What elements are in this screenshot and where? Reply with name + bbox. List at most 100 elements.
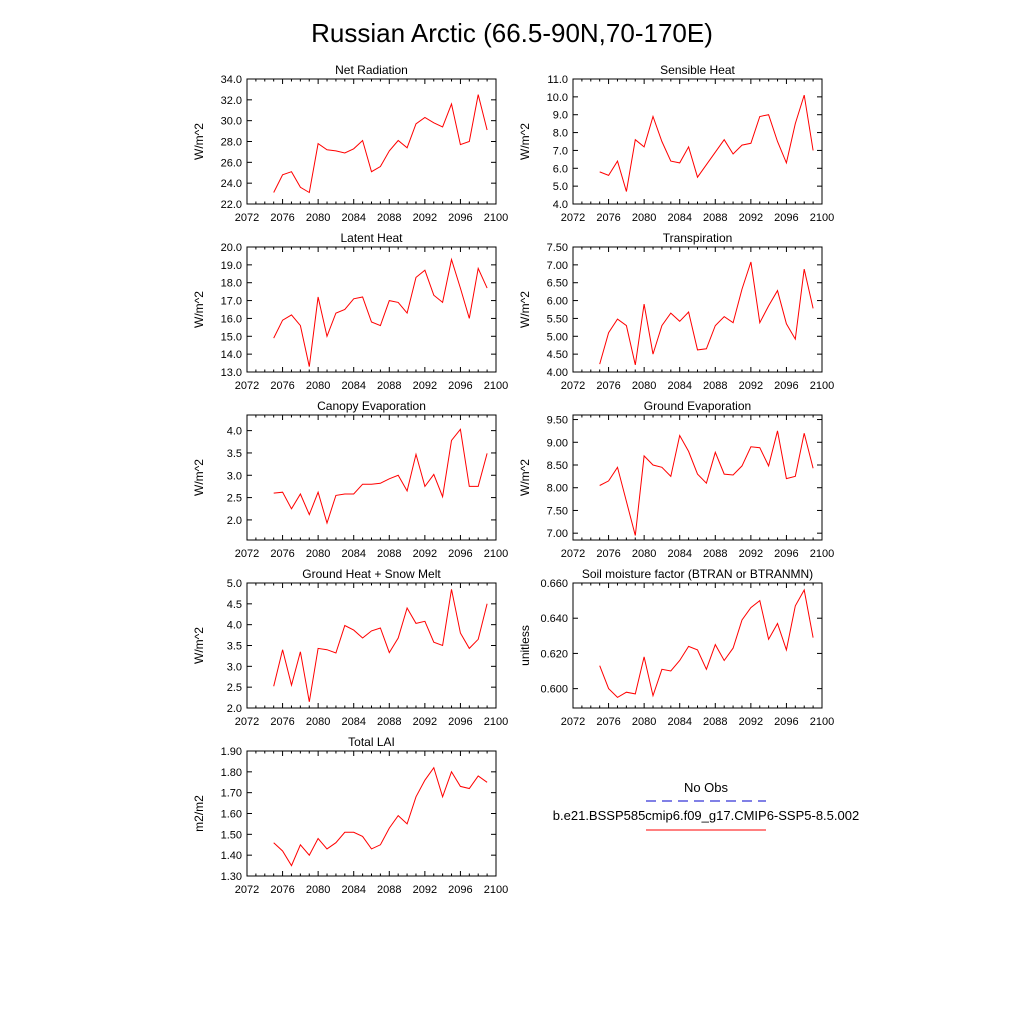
y-tick-label: 18.0 [221, 278, 242, 290]
x-tick-label: 2072 [235, 548, 259, 560]
y-tick-label: 3.5 [227, 448, 242, 460]
y-tick-label: 13.0 [221, 367, 242, 379]
x-tick-label: 2076 [270, 716, 294, 728]
x-tick-label: 2080 [632, 548, 656, 560]
x-tick-label: 2084 [667, 548, 691, 560]
chart-panel: Net Radiation 2072 2076 2080 2084 2088 2092 209… [192, 63, 508, 224]
y-tick-label: 4.0 [227, 620, 242, 632]
y-axis-label: W/m^2 [192, 123, 206, 160]
x-tick-label: 2072 [235, 884, 259, 896]
x-tick-label: 2084 [341, 716, 365, 728]
y-tick-label: 5.00 [547, 331, 568, 343]
y-tick-label: 1.50 [221, 829, 242, 841]
y-tick-label: 3.0 [227, 661, 242, 673]
x-tick-label: 2092 [739, 548, 763, 560]
y-tick-label: 1.40 [221, 850, 242, 862]
x-tick-label: 2084 [667, 380, 691, 392]
y-tick-label: 1.30 [221, 871, 242, 883]
y-tick-label: 15.0 [221, 331, 242, 343]
chart-panel: Soil moisture factor (BTRAN or BTRANMN) 2… [518, 567, 834, 728]
series-line [599, 94, 814, 192]
y-tick-label: 5.50 [547, 313, 568, 325]
figure-title: Russian Arctic (66.5-90N,70-170E) [311, 18, 713, 48]
x-tick-label: 2100 [484, 548, 508, 560]
y-tick-label: 7.50 [547, 505, 568, 517]
x-tick-label: 2080 [306, 716, 330, 728]
series-line [273, 589, 488, 702]
y-tick-label: 7.00 [547, 260, 568, 272]
x-tick-label: 2096 [448, 884, 472, 896]
x-tick-label: 2084 [341, 884, 365, 896]
y-tick-label: 9.50 [547, 415, 568, 427]
x-tick-label: 2072 [561, 548, 585, 560]
y-axis-label: W/m^2 [518, 459, 532, 496]
x-tick-label: 2100 [484, 212, 508, 224]
x-tick-label: 2072 [561, 380, 585, 392]
y-tick-label: 8.50 [547, 460, 568, 472]
y-tick-label: 4.0 [553, 199, 568, 211]
y-tick-label: 4.5 [227, 599, 242, 611]
x-tick-label: 2084 [341, 380, 365, 392]
series-line [273, 94, 488, 194]
x-tick-label: 2080 [632, 716, 656, 728]
x-tick-label: 2096 [448, 380, 472, 392]
y-tick-label: 19.0 [221, 260, 242, 272]
y-tick-label: 32.0 [221, 95, 242, 107]
plot-frame [246, 246, 497, 373]
x-tick-label: 2084 [341, 212, 365, 224]
x-tick-label: 2088 [377, 716, 401, 728]
y-tick-label: 1.70 [221, 788, 242, 800]
y-tick-label: 0.640 [540, 613, 568, 625]
y-tick-label: 5.0 [553, 181, 568, 193]
x-tick-label: 2100 [484, 884, 508, 896]
legend-entry-label: b.e21.BSSP585cmip6.f09_g17.CMIP6-SSP5-8.… [553, 808, 859, 823]
y-tick-label: 1.60 [221, 809, 242, 821]
chart-panel: Transpiration 2072 2076 2080 2084 2088 2092 209… [518, 231, 834, 392]
x-tick-label: 2080 [632, 380, 656, 392]
y-tick-label: 11.0 [547, 74, 568, 86]
y-tick-label: 6.0 [553, 163, 568, 175]
x-tick-label: 2088 [377, 548, 401, 560]
x-tick-label: 2096 [774, 380, 798, 392]
x-tick-label: 2080 [306, 380, 330, 392]
y-axis-label: W/m^2 [192, 291, 206, 328]
x-tick-label: 2092 [413, 548, 437, 560]
plot-frame [572, 246, 823, 373]
x-tick-label: 2084 [667, 212, 691, 224]
x-tick-label: 2092 [739, 380, 763, 392]
x-tick-label: 2100 [810, 212, 834, 224]
x-tick-label: 2076 [596, 212, 620, 224]
panel-title: Sensible Heat [660, 63, 735, 77]
x-tick-label: 2100 [484, 716, 508, 728]
y-tick-label: 9.0 [553, 110, 568, 122]
y-axis-label: W/m^2 [192, 627, 206, 664]
x-tick-label: 2092 [739, 212, 763, 224]
y-tick-label: 1.90 [221, 746, 242, 758]
x-tick-label: 2096 [774, 716, 798, 728]
x-tick-label: 2072 [235, 212, 259, 224]
y-tick-label: 2.0 [227, 515, 242, 527]
x-tick-label: 2096 [448, 716, 472, 728]
x-tick-label: 2080 [306, 212, 330, 224]
y-tick-label: 10.0 [547, 92, 568, 104]
chart-panel: Total LAI 2072 2076 2080 2084 2088 2092 2096 210… [192, 735, 508, 896]
y-tick-label: 5.0 [227, 578, 242, 590]
x-tick-label: 2076 [596, 548, 620, 560]
y-tick-label: 8.0 [553, 128, 568, 140]
y-tick-label: 3.0 [227, 470, 242, 482]
y-tick-label: 9.00 [547, 437, 568, 449]
y-tick-label: 0.660 [540, 578, 568, 590]
x-tick-label: 2088 [703, 548, 727, 560]
x-tick-label: 2100 [484, 380, 508, 392]
x-tick-label: 2072 [561, 716, 585, 728]
y-tick-label: 14.0 [221, 349, 242, 361]
y-tick-label: 7.00 [547, 528, 568, 540]
y-tick-label: 20.0 [221, 242, 242, 254]
x-tick-label: 2076 [596, 716, 620, 728]
series-line [273, 257, 488, 367]
y-tick-label: 6.50 [547, 278, 568, 290]
y-tick-label: 2.5 [227, 682, 242, 694]
series-line [599, 430, 814, 536]
plot-frame [246, 414, 497, 541]
